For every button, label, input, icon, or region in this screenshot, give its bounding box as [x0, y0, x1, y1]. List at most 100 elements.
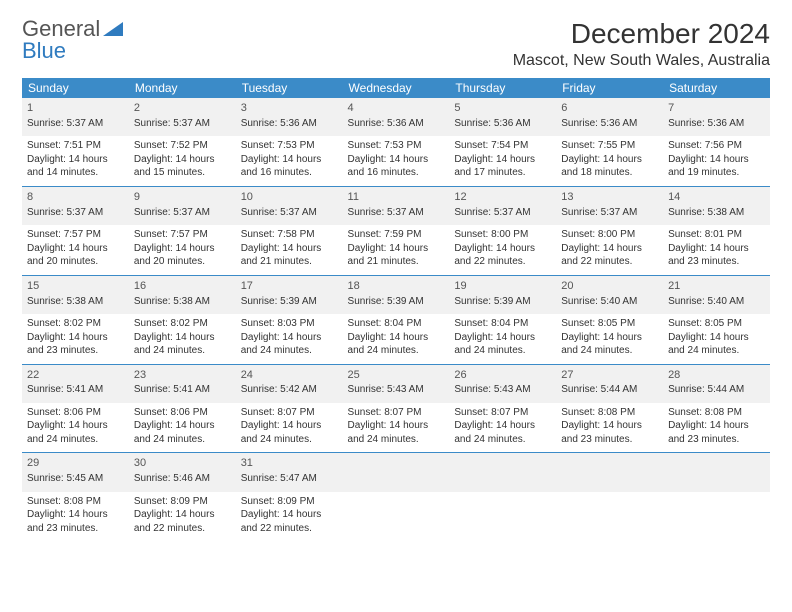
day-number-cell: 26Sunrise: 5:43 AM: [449, 364, 556, 403]
sunrise-line: Sunrise: 5:39 AM: [454, 295, 551, 309]
sunset-line: Sunset: 8:06 PM: [134, 406, 231, 420]
day-number: 11: [348, 190, 445, 205]
day-number-cell: 23Sunrise: 5:41 AM: [129, 364, 236, 403]
sunrise-line: Sunrise: 5:37 AM: [241, 206, 338, 220]
day-number: 5: [454, 101, 551, 116]
month-title: December 2024: [513, 18, 770, 50]
day-number-cell: [663, 453, 770, 492]
day-number: 10: [241, 190, 338, 205]
day-number-cell: 4Sunrise: 5:36 AM: [343, 98, 450, 136]
day-detail-cell: Sunset: 7:53 PMDaylight: 14 hours and 16…: [236, 136, 343, 186]
sunrise-line: Sunrise: 5:44 AM: [668, 383, 765, 397]
day-detail-cell: Sunset: 8:08 PMDaylight: 14 hours and 23…: [22, 492, 129, 542]
logo: General Blue: [22, 18, 123, 62]
daylight-line: Daylight: 14 hours and 23 minutes.: [668, 419, 765, 446]
sunrise-line: Sunrise: 5:43 AM: [454, 383, 551, 397]
daylight-line: Daylight: 14 hours and 24 minutes.: [348, 419, 445, 446]
day-number: 14: [668, 190, 765, 205]
day-number: 18: [348, 279, 445, 294]
day-detail-cell: [556, 492, 663, 542]
day-number: 16: [134, 279, 231, 294]
day-number-cell: 19Sunrise: 5:39 AM: [449, 275, 556, 314]
day-number-cell: 6Sunrise: 5:36 AM: [556, 98, 663, 136]
day-number: 6: [561, 101, 658, 116]
sunset-line: Sunset: 8:02 PM: [134, 317, 231, 331]
day-number-cell: 2Sunrise: 5:37 AM: [129, 98, 236, 136]
sunrise-line: Sunrise: 5:37 AM: [561, 206, 658, 220]
day-number-cell: 20Sunrise: 5:40 AM: [556, 275, 663, 314]
sunset-line: Sunset: 7:58 PM: [241, 228, 338, 242]
logo-text: General Blue: [22, 18, 123, 62]
day-detail-cell: Sunset: 8:07 PMDaylight: 14 hours and 24…: [343, 403, 450, 453]
day-detail-cell: Sunset: 8:04 PMDaylight: 14 hours and 24…: [343, 314, 450, 364]
daylight-line: Daylight: 14 hours and 24 minutes.: [241, 419, 338, 446]
sunrise-line: Sunrise: 5:46 AM: [134, 472, 231, 486]
sunrise-line: Sunrise: 5:39 AM: [348, 295, 445, 309]
day-number: 23: [134, 368, 231, 383]
sunset-line: Sunset: 7:54 PM: [454, 139, 551, 153]
title-block: December 2024 Mascot, New South Wales, A…: [513, 18, 770, 76]
day-number-cell: 14Sunrise: 5:38 AM: [663, 186, 770, 225]
day-number: 9: [134, 190, 231, 205]
day-number: 24: [241, 368, 338, 383]
day-number-cell: 24Sunrise: 5:42 AM: [236, 364, 343, 403]
day-number: 4: [348, 101, 445, 116]
day-detail-cell: Sunset: 7:57 PMDaylight: 14 hours and 20…: [129, 225, 236, 275]
day-detail-cell: Sunset: 8:07 PMDaylight: 14 hours and 24…: [449, 403, 556, 453]
day-detail-cell: Sunset: 7:57 PMDaylight: 14 hours and 20…: [22, 225, 129, 275]
daylight-line: Daylight: 14 hours and 22 minutes.: [241, 508, 338, 535]
logo-word-2: Blue: [22, 38, 66, 63]
sunset-line: Sunset: 8:04 PM: [454, 317, 551, 331]
day-detail-cell: Sunset: 7:54 PMDaylight: 14 hours and 17…: [449, 136, 556, 186]
day-number: 1: [27, 101, 124, 116]
day-number-cell: 16Sunrise: 5:38 AM: [129, 275, 236, 314]
day-detail-cell: Sunset: 8:09 PMDaylight: 14 hours and 22…: [236, 492, 343, 542]
daylight-line: Daylight: 14 hours and 22 minutes.: [454, 242, 551, 269]
sunrise-line: Sunrise: 5:37 AM: [27, 117, 124, 131]
day-detail-cell: Sunset: 8:02 PMDaylight: 14 hours and 23…: [22, 314, 129, 364]
daylight-line: Daylight: 14 hours and 20 minutes.: [27, 242, 124, 269]
day-detail-cell: Sunset: 8:01 PMDaylight: 14 hours and 23…: [663, 225, 770, 275]
day-number-cell: 28Sunrise: 5:44 AM: [663, 364, 770, 403]
day-number: 25: [348, 368, 445, 383]
day-detail-cell: Sunset: 8:08 PMDaylight: 14 hours and 23…: [556, 403, 663, 453]
dow-tuesday: Tuesday: [236, 78, 343, 98]
sunrise-line: Sunrise: 5:47 AM: [241, 472, 338, 486]
sunset-line: Sunset: 7:51 PM: [27, 139, 124, 153]
daylight-line: Daylight: 14 hours and 18 minutes.: [561, 153, 658, 180]
sunset-line: Sunset: 8:01 PM: [668, 228, 765, 242]
day-detail-cell: Sunset: 7:53 PMDaylight: 14 hours and 16…: [343, 136, 450, 186]
day-number: 21: [668, 279, 765, 294]
daylight-line: Daylight: 14 hours and 19 minutes.: [668, 153, 765, 180]
sunrise-line: Sunrise: 5:41 AM: [134, 383, 231, 397]
sunset-line: Sunset: 8:00 PM: [561, 228, 658, 242]
day-number: 8: [27, 190, 124, 205]
sunrise-line: Sunrise: 5:38 AM: [134, 295, 231, 309]
sunset-line: Sunset: 7:56 PM: [668, 139, 765, 153]
sunset-line: Sunset: 8:08 PM: [561, 406, 658, 420]
day-number-cell: 3Sunrise: 5:36 AM: [236, 98, 343, 136]
sunset-line: Sunset: 8:00 PM: [454, 228, 551, 242]
day-number-cell: [556, 453, 663, 492]
daylight-line: Daylight: 14 hours and 20 minutes.: [134, 242, 231, 269]
dow-monday: Monday: [129, 78, 236, 98]
day-number-cell: 7Sunrise: 5:36 AM: [663, 98, 770, 136]
day-number-cell: 13Sunrise: 5:37 AM: [556, 186, 663, 225]
day-detail-cell: Sunset: 7:55 PMDaylight: 14 hours and 18…: [556, 136, 663, 186]
daylight-line: Daylight: 14 hours and 22 minutes.: [561, 242, 658, 269]
daylight-line: Daylight: 14 hours and 24 minutes.: [134, 331, 231, 358]
sunrise-line: Sunrise: 5:36 AM: [668, 117, 765, 131]
day-number-cell: [343, 453, 450, 492]
day-number: 17: [241, 279, 338, 294]
dow-sunday: Sunday: [22, 78, 129, 98]
sunset-line: Sunset: 8:02 PM: [27, 317, 124, 331]
day-detail-cell: [663, 492, 770, 542]
day-detail-cell: Sunset: 7:51 PMDaylight: 14 hours and 14…: [22, 136, 129, 186]
sunset-line: Sunset: 7:53 PM: [241, 139, 338, 153]
sunrise-line: Sunrise: 5:37 AM: [348, 206, 445, 220]
day-number: 20: [561, 279, 658, 294]
day-number: 19: [454, 279, 551, 294]
sunset-line: Sunset: 8:07 PM: [454, 406, 551, 420]
day-number-cell: 18Sunrise: 5:39 AM: [343, 275, 450, 314]
daylight-line: Daylight: 14 hours and 15 minutes.: [134, 153, 231, 180]
